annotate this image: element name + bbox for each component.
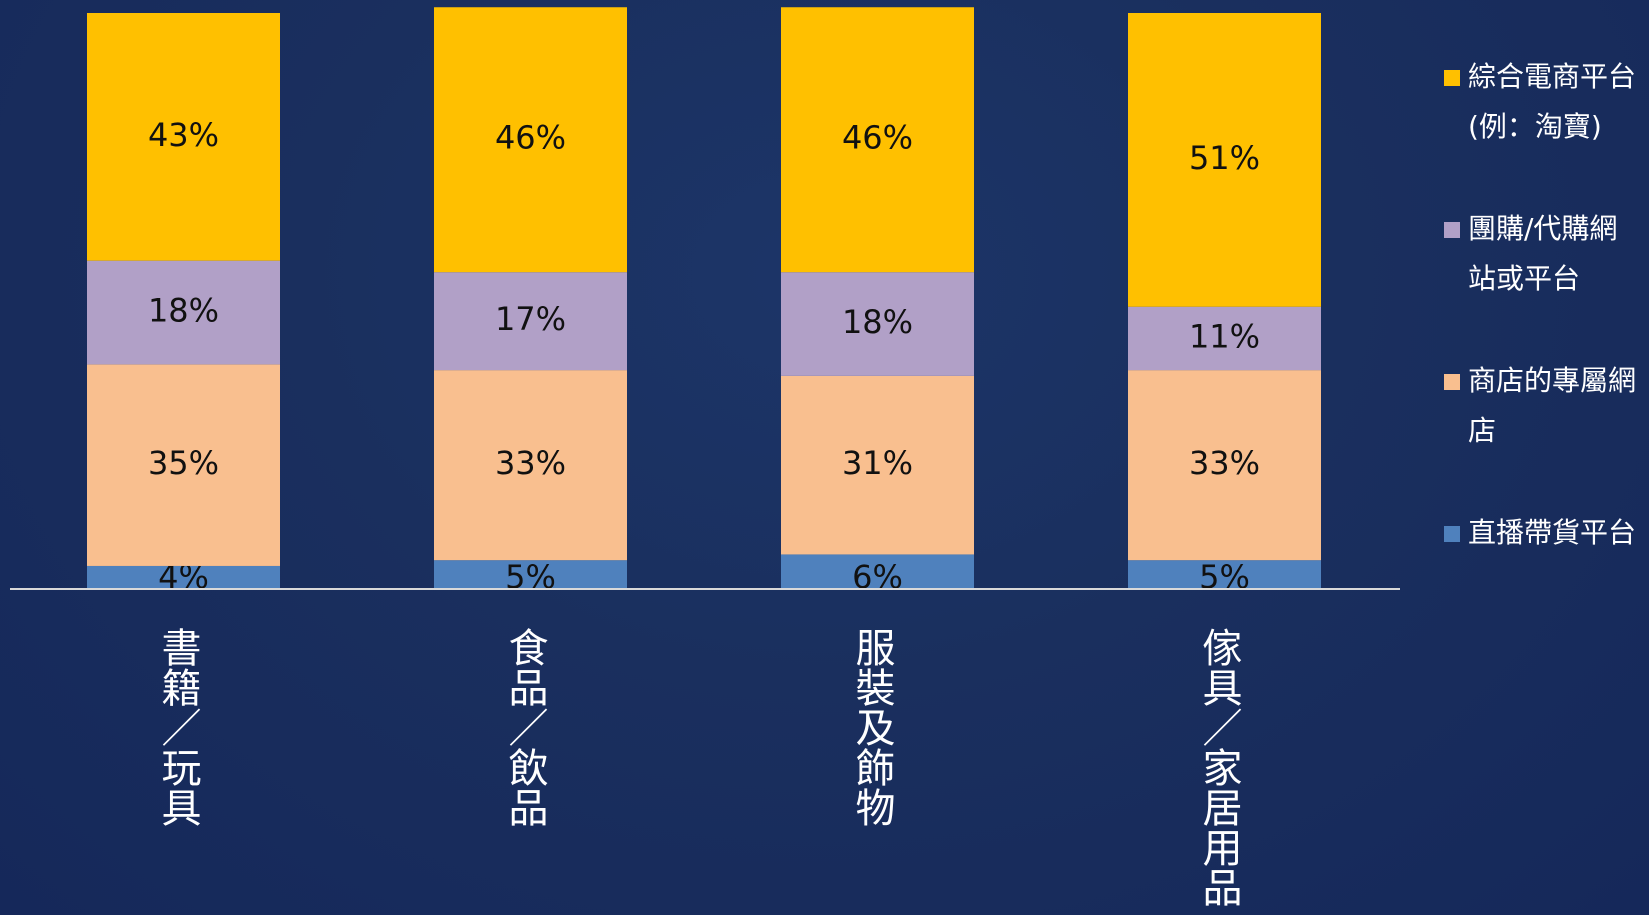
value-label: 33%: [1189, 444, 1260, 482]
value-label: 51%: [1189, 139, 1260, 177]
x-tick-label: 食品／飲品: [502, 627, 548, 827]
value-label: 18%: [842, 303, 913, 341]
value-label: 6%: [852, 558, 903, 596]
value-label: 17%: [495, 300, 566, 338]
legend-label: 綜合電商平台(例：淘寶): [1468, 60, 1636, 143]
legend-label: 商店的專屬網店: [1468, 364, 1636, 447]
value-label: 31%: [842, 444, 913, 482]
page: {"chart_data": {"type": "stacked_bar", "…: [0, 0, 1649, 915]
x-tick-label: 傢具／家居用品: [1196, 627, 1243, 907]
value-label: 11%: [1189, 317, 1260, 355]
value-label: 5%: [505, 558, 556, 596]
legend-label: 直播帶貨平台: [1468, 516, 1636, 549]
chart: 4%35%18%43%書籍／玩具5%33%17%46%食品／飲品6%31%18%…: [0, 0, 1649, 915]
legend-label: 團購/代購網站或平台: [1468, 212, 1617, 295]
value-label: 33%: [495, 444, 566, 482]
x-tick-label: 服裝及飾物: [849, 627, 895, 827]
legend: 綜合電商平台(例：淘寶) 團購/代購網站或平台商店的專屬網店直播帶貨平台: [1440, 52, 1645, 610]
legend-item: 團購/代購網站或平台: [1440, 204, 1645, 304]
legend-item: 綜合電商平台(例：淘寶): [1440, 52, 1645, 152]
value-label: 18%: [148, 292, 219, 330]
value-label: 5%: [1199, 558, 1250, 596]
value-label: 35%: [148, 444, 219, 482]
value-label: 46%: [842, 119, 913, 157]
legend-item: 直播帶貨平台: [1440, 508, 1645, 558]
legend-item: 商店的專屬網店: [1440, 356, 1645, 456]
value-label: 46%: [495, 119, 566, 157]
legend-swatch: [1444, 222, 1460, 238]
legend-swatch: [1444, 70, 1460, 86]
value-label: 43%: [148, 116, 219, 154]
legend-swatch: [1444, 526, 1460, 542]
x-tick-label: 書籍／玩具: [155, 627, 201, 827]
legend-swatch: [1444, 374, 1460, 390]
